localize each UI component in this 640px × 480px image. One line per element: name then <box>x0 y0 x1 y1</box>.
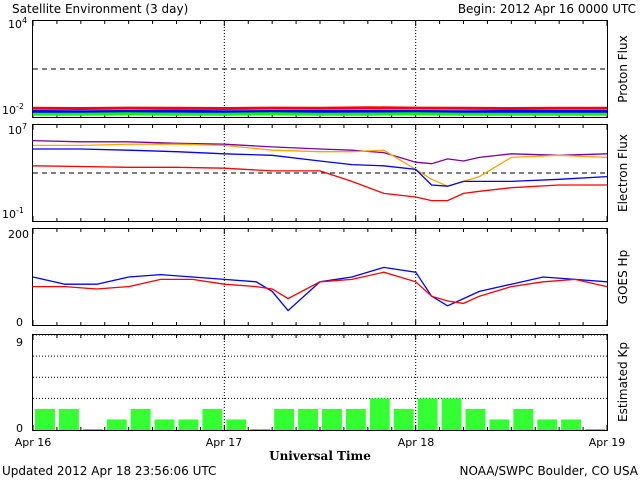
proton-series-red <box>32 106 607 111</box>
xtick-apr17: Apr 17 <box>206 436 243 449</box>
kp-bar <box>393 408 414 430</box>
proton-panel <box>32 20 608 118</box>
kp-bar <box>369 398 390 430</box>
kp-bar <box>513 408 534 430</box>
kp-bar <box>202 408 223 430</box>
electron-ytick-bottom: 10-1 <box>2 206 24 221</box>
kp-bar <box>154 419 175 430</box>
xtick-apr18: Apr 18 <box>398 436 435 449</box>
hp-ytick-top: 200 <box>8 228 29 241</box>
kp-bar <box>465 408 486 430</box>
kp-bar <box>561 419 582 430</box>
updated-time: Updated 2012 Apr 18 23:56:06 UTC <box>2 464 216 478</box>
electron-series-orange <box>33 143 608 187</box>
kp-bar <box>585 429 605 430</box>
chart-title: Satellite Environment (3 day) <box>12 2 188 16</box>
electron-series-purple <box>32 139 608 165</box>
xtick-apr19: Apr 19 <box>589 436 626 449</box>
chart-marks <box>32 21 608 430</box>
kp-ylabel: Estimated Kp <box>616 342 630 422</box>
kp-bar <box>441 398 462 430</box>
kp-bar <box>82 429 103 430</box>
electron-series-blue <box>33 148 608 187</box>
hp-series-blue <box>32 266 608 312</box>
kp-bar <box>345 408 366 430</box>
kp-bar <box>106 419 127 430</box>
x-axis-label: Universal Time <box>269 449 371 463</box>
electron-series-red <box>32 165 607 202</box>
credit: NOAA/SWPC Boulder, CO USA <box>460 464 639 478</box>
proton-ytick-top: 104 <box>8 16 27 31</box>
kp-bar <box>322 408 342 430</box>
begin-time: Begin: 2012 Apr 16 0000 UTC <box>458 2 636 16</box>
kp-bar <box>537 419 558 430</box>
hp-panel <box>32 228 608 326</box>
kp-bar <box>250 429 271 430</box>
proton-ylabel: Proton Flux <box>616 35 630 102</box>
hp-ylabel: GOES Hp <box>616 250 630 304</box>
proton-ytick-bottom: 10-2 <box>2 102 24 117</box>
kp-ytick-bottom: 0 <box>16 422 23 435</box>
kp-bar <box>130 408 151 430</box>
electron-ytick-top: 107 <box>8 122 27 137</box>
proton-series-green <box>33 112 607 116</box>
kp-bar <box>35 408 55 430</box>
xtick-apr16: Apr 16 <box>15 436 52 449</box>
electron-panel <box>32 124 608 222</box>
hp-series-red <box>33 271 608 305</box>
kp-bar <box>58 408 79 430</box>
proton-series-blue <box>32 109 607 114</box>
hp-ytick-bottom: 0 <box>16 316 23 329</box>
kp-panel <box>32 334 608 431</box>
kp-bar <box>226 419 247 430</box>
kp-bar <box>298 408 318 430</box>
kp-ytick-top: 9 <box>16 336 23 349</box>
electron-ylabel: Electron Flux <box>616 134 630 212</box>
kp-bar <box>178 419 199 430</box>
kp-bar <box>489 419 510 430</box>
kp-bar <box>417 398 438 430</box>
kp-bar <box>274 408 295 430</box>
